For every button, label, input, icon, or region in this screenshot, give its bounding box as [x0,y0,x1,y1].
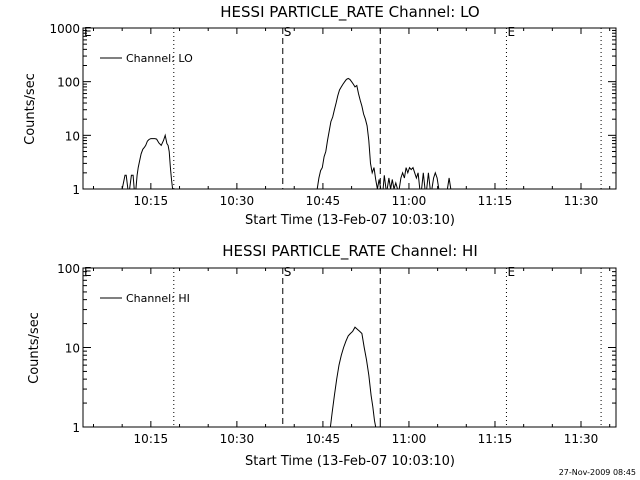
lo-x-axis-label: Start Time (13-Feb-07 10:03:10) [245,213,455,228]
lo-x-tick-label: 11:15 [478,194,513,208]
hi-x-tick-label: 11:00 [392,432,427,446]
lo-channel-panel: HESSI PARTICLE_RATE Channel: LO Start Ti… [23,3,617,228]
lo-chart-title: HESSI PARTICLE_RATE Channel: LO [220,3,479,22]
hi-x-axis-label: Start Time (13-Feb-07 10:03:10) [245,454,455,469]
lo-legend-label: Channel: LO [126,52,193,65]
hi-channel-panel: HESSI PARTICLE_RATE Channel: HI Start Ti… [27,242,617,469]
lo-y-axis-label: Counts/sec [23,73,38,145]
lo-y-tick-label: 10 [65,129,80,143]
lo-y-tick-label: 100 [57,76,80,90]
lo-y-tick-label: 1000 [49,22,80,36]
hi-marker-label: S [284,265,292,279]
hi-x-tick-label: 11:30 [564,432,599,446]
hi-x-tick-label: 10:30 [220,432,255,446]
lo-series-line [121,133,174,190]
lo-marker-label: E [507,25,515,39]
hi-y-tick-label: 1 [72,421,80,435]
lo-series-line [382,166,452,190]
lo-x-tick-label: 10:30 [220,194,255,208]
lo-x-tick-label: 11:30 [564,194,599,208]
lo-x-tick-label: 11:00 [392,194,427,208]
hi-chart-title: HESSI PARTICLE_RATE Channel: HI [222,242,478,261]
hi-y-axis-label: Counts/sec [27,312,42,384]
hi-marker-label: E [507,265,515,279]
hi-marker-label: E [84,265,92,279]
lo-y-tick-label: 1 [72,183,80,197]
hi-legend-label: Channel: HI [126,292,190,305]
lo-series-line [316,77,382,190]
lo-marker-label: E [84,25,92,39]
lo-x-tick-label: 10:45 [306,194,341,208]
lo-x-tick-label: 10:15 [134,194,169,208]
hi-x-tick-label: 10:45 [306,432,341,446]
hi-y-tick-label: 10 [65,342,80,356]
footer-timestamp: 27-Nov-2009 08:45 [559,468,636,477]
hi-series-line [329,326,377,428]
hi-x-tick-label: 11:15 [478,432,513,446]
hi-x-tick-label: 10:15 [134,432,169,446]
lo-marker-label: S [284,25,292,39]
hi-y-tick-label: 100 [57,262,80,276]
